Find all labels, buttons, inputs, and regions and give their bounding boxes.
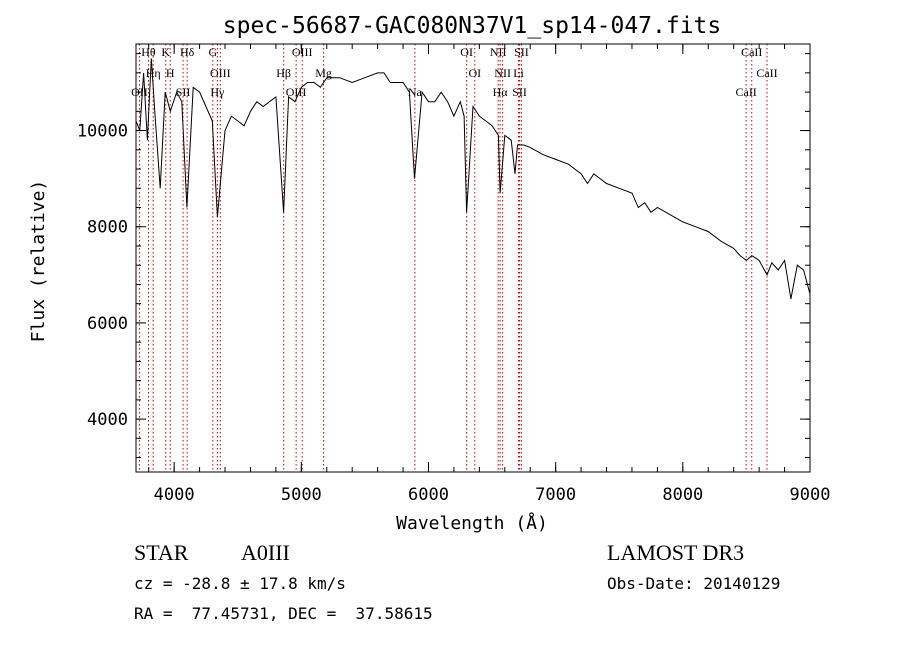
y-tick-label: 6000 <box>87 314 128 334</box>
line-label: Hβ <box>276 66 291 80</box>
obs-date-text: Obs-Date: 20140129 <box>607 574 781 593</box>
object-class: STAR <box>134 540 189 565</box>
x-tick-label: 4000 <box>154 485 195 505</box>
line-label: SII <box>176 85 191 99</box>
line-label: CaII <box>741 45 762 59</box>
line-label: Hδ <box>180 45 195 59</box>
radec-text: RA = 77.45731, DEC = 37.58615 <box>134 604 433 623</box>
emission-line-labels: HθHηOIIKHSIIHδOIIIHγGHβOIIIOIIIMgNaOIOIH… <box>131 45 778 99</box>
x-tick-label: 6000 <box>408 485 449 505</box>
axis-ticks: 4000 5000 6000 7000 8000 9000 4000 6000 8000 1000… <box>77 44 831 505</box>
x-tick-label: 8000 <box>662 485 703 505</box>
line-label: NII <box>490 45 507 59</box>
line-label: OI <box>468 66 481 80</box>
y-tick-label: 8000 <box>87 218 128 238</box>
line-label: OI <box>460 45 473 59</box>
redshift-text: cz = -28.8 ± 17.8 km/s <box>134 574 346 593</box>
line-label: SII <box>514 45 529 59</box>
x-tick-label: 5000 <box>281 485 322 505</box>
line-label: Hα <box>493 85 509 99</box>
line-label: Na <box>408 85 423 99</box>
line-label: G <box>208 45 217 59</box>
line-label: OIII <box>210 66 231 80</box>
line-label: NII <box>494 66 511 80</box>
line-label: K <box>161 45 170 59</box>
y-tick-label: 10000 <box>77 122 128 142</box>
y-axis-label: Flux (relative) <box>28 180 49 343</box>
line-label: Hη <box>146 66 161 80</box>
line-label: Li <box>513 66 524 80</box>
line-label: CaII <box>735 85 756 99</box>
y-tick-label: 4000 <box>87 410 128 430</box>
line-label: Mg <box>315 66 332 80</box>
chart-title: spec-56687-GAC080N37V1_sp14-047.fits <box>223 13 722 39</box>
x-tick-label: 7000 <box>535 485 576 505</box>
emission-line-markers <box>138 44 768 472</box>
line-label: H <box>166 66 175 80</box>
line-label: Hθ <box>141 45 156 59</box>
plot-frame <box>135 43 811 473</box>
line-label: SII <box>512 85 527 99</box>
object-subclass: A0III <box>241 540 290 565</box>
x-tick-label: 9000 <box>790 485 831 505</box>
x-axis-label: Wavelength (Å) <box>396 512 548 534</box>
line-label: CaII <box>756 66 777 80</box>
line-label: OIII <box>292 45 313 59</box>
flux-series-line <box>135 58 811 299</box>
line-label: Hγ <box>210 85 225 99</box>
survey-name: LAMOST DR3 <box>607 540 745 565</box>
